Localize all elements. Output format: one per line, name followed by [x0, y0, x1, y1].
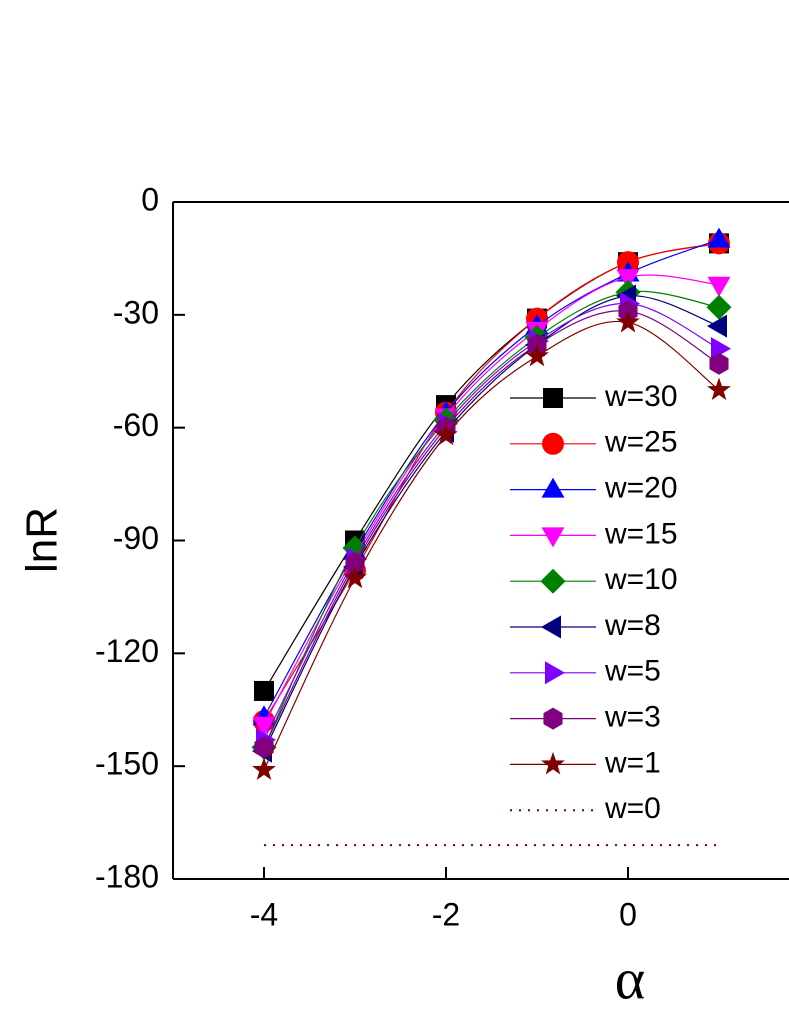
legend-marker: [540, 568, 566, 594]
marker: [434, 422, 458, 446]
legend-label: w=1: [604, 746, 661, 779]
marker: [252, 716, 276, 737]
x-axis-label: α: [615, 946, 645, 1011]
marker: [343, 565, 367, 589]
legend-marker: [541, 751, 565, 775]
marker: [254, 736, 274, 759]
x-tick-label: -2: [432, 896, 460, 932]
legend-marker: [542, 432, 564, 455]
legend-label: w=15: [604, 517, 678, 550]
x-tick-label: 0: [619, 896, 637, 932]
legend-marker: [543, 388, 563, 408]
legend-label: w=25: [604, 426, 678, 459]
y-tick-label: -150: [95, 746, 159, 782]
legend-label: w=20: [604, 472, 678, 505]
legend-label: w=10: [604, 563, 678, 596]
x-tick-label: -4: [250, 896, 278, 932]
y-axis-label: lnR: [18, 507, 67, 573]
marker: [525, 343, 549, 367]
legend-marker: [541, 477, 565, 498]
y-tick-label: -30: [113, 294, 159, 330]
y-tick-label: -120: [95, 633, 159, 669]
y-tick-label: -60: [113, 407, 159, 443]
legend-marker: [541, 615, 561, 639]
legend-label: w=8: [604, 609, 661, 642]
legend-label: w=5: [604, 655, 661, 688]
marker: [709, 352, 729, 375]
marker: [711, 337, 731, 361]
marker: [616, 269, 640, 290]
marker: [707, 377, 731, 401]
legend-marker: [543, 707, 563, 730]
y-tick-label: 0: [141, 181, 159, 217]
marker: [706, 294, 732, 320]
legend-marker: [541, 527, 565, 548]
legend-marker: [545, 661, 565, 685]
legend-label: w=0: [604, 792, 661, 825]
marker: [254, 680, 274, 701]
y-tick-label: -180: [95, 858, 159, 894]
marker: [707, 314, 727, 338]
y-tick-label: -90: [113, 520, 159, 556]
marker: [707, 276, 731, 297]
marker: [707, 227, 731, 248]
marker: [616, 309, 640, 333]
legend-label: w=30: [604, 380, 678, 413]
marker: [252, 757, 276, 781]
legend-label: w=3: [604, 701, 661, 734]
